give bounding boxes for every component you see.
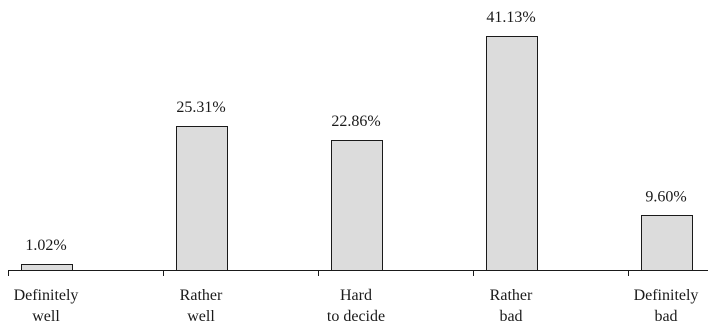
bar bbox=[331, 140, 383, 271]
bar bbox=[486, 36, 538, 271]
bar-value-label: 41.13% bbox=[486, 9, 535, 26]
x-tick-label: Definitely well bbox=[14, 287, 79, 325]
labels-layer: 1.02% Definitely well 25.31% Rather well 22.86… bbox=[14, 9, 699, 325]
bar-value-label: 1.02% bbox=[25, 237, 66, 254]
x-tick-label: Definitely bad bbox=[634, 287, 699, 325]
x-tick-label: Rather bad bbox=[490, 287, 533, 325]
bars-layer bbox=[21, 36, 693, 271]
bar bbox=[641, 215, 693, 271]
x-tick-label: Rather well bbox=[180, 287, 223, 325]
bar-value-label: 25.31% bbox=[176, 99, 225, 116]
x-tick-label: Hard to decide bbox=[327, 287, 385, 325]
bar bbox=[176, 126, 228, 271]
bar bbox=[21, 264, 73, 271]
bar-value-label: 22.86% bbox=[331, 113, 380, 130]
bar-value-label: 9.60% bbox=[645, 188, 686, 205]
